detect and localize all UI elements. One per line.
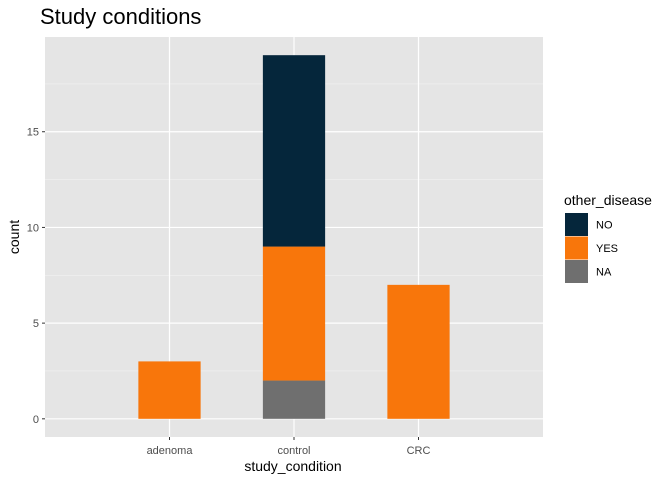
y-axis: 0 5 10 15 <box>27 127 45 426</box>
x-tick-label: CRC <box>407 445 431 457</box>
y-tick-label: 5 <box>33 318 39 330</box>
legend-title: other_disease <box>564 192 652 208</box>
x-tick-label: adenoma <box>147 445 194 457</box>
y-axis-title: count <box>6 220 22 254</box>
bar-control-na <box>262 380 326 419</box>
y-tick-label: 0 <box>33 414 39 426</box>
legend-label-no: NO <box>596 220 613 232</box>
bar-control-no <box>262 55 326 247</box>
x-axis: adenoma control CRC <box>147 437 431 457</box>
y-tick-label: 15 <box>27 127 39 139</box>
bar-adenoma-yes <box>138 361 201 419</box>
legend: other_disease NO YES NA <box>564 192 652 283</box>
x-axis-title: study_condition <box>244 458 341 474</box>
bar-control-yes <box>262 246 326 381</box>
legend-label-yes: YES <box>596 243 618 255</box>
legend-label-na: NA <box>596 267 612 279</box>
bar-crc-yes <box>387 284 450 419</box>
legend-swatch-no <box>565 213 588 236</box>
y-tick-label: 10 <box>27 222 39 234</box>
legend-swatch-na <box>565 260 588 283</box>
bars <box>138 55 450 419</box>
legend-swatch-yes <box>565 236 588 260</box>
x-tick-label: control <box>277 445 310 457</box>
chart-title: Study conditions <box>40 4 201 29</box>
